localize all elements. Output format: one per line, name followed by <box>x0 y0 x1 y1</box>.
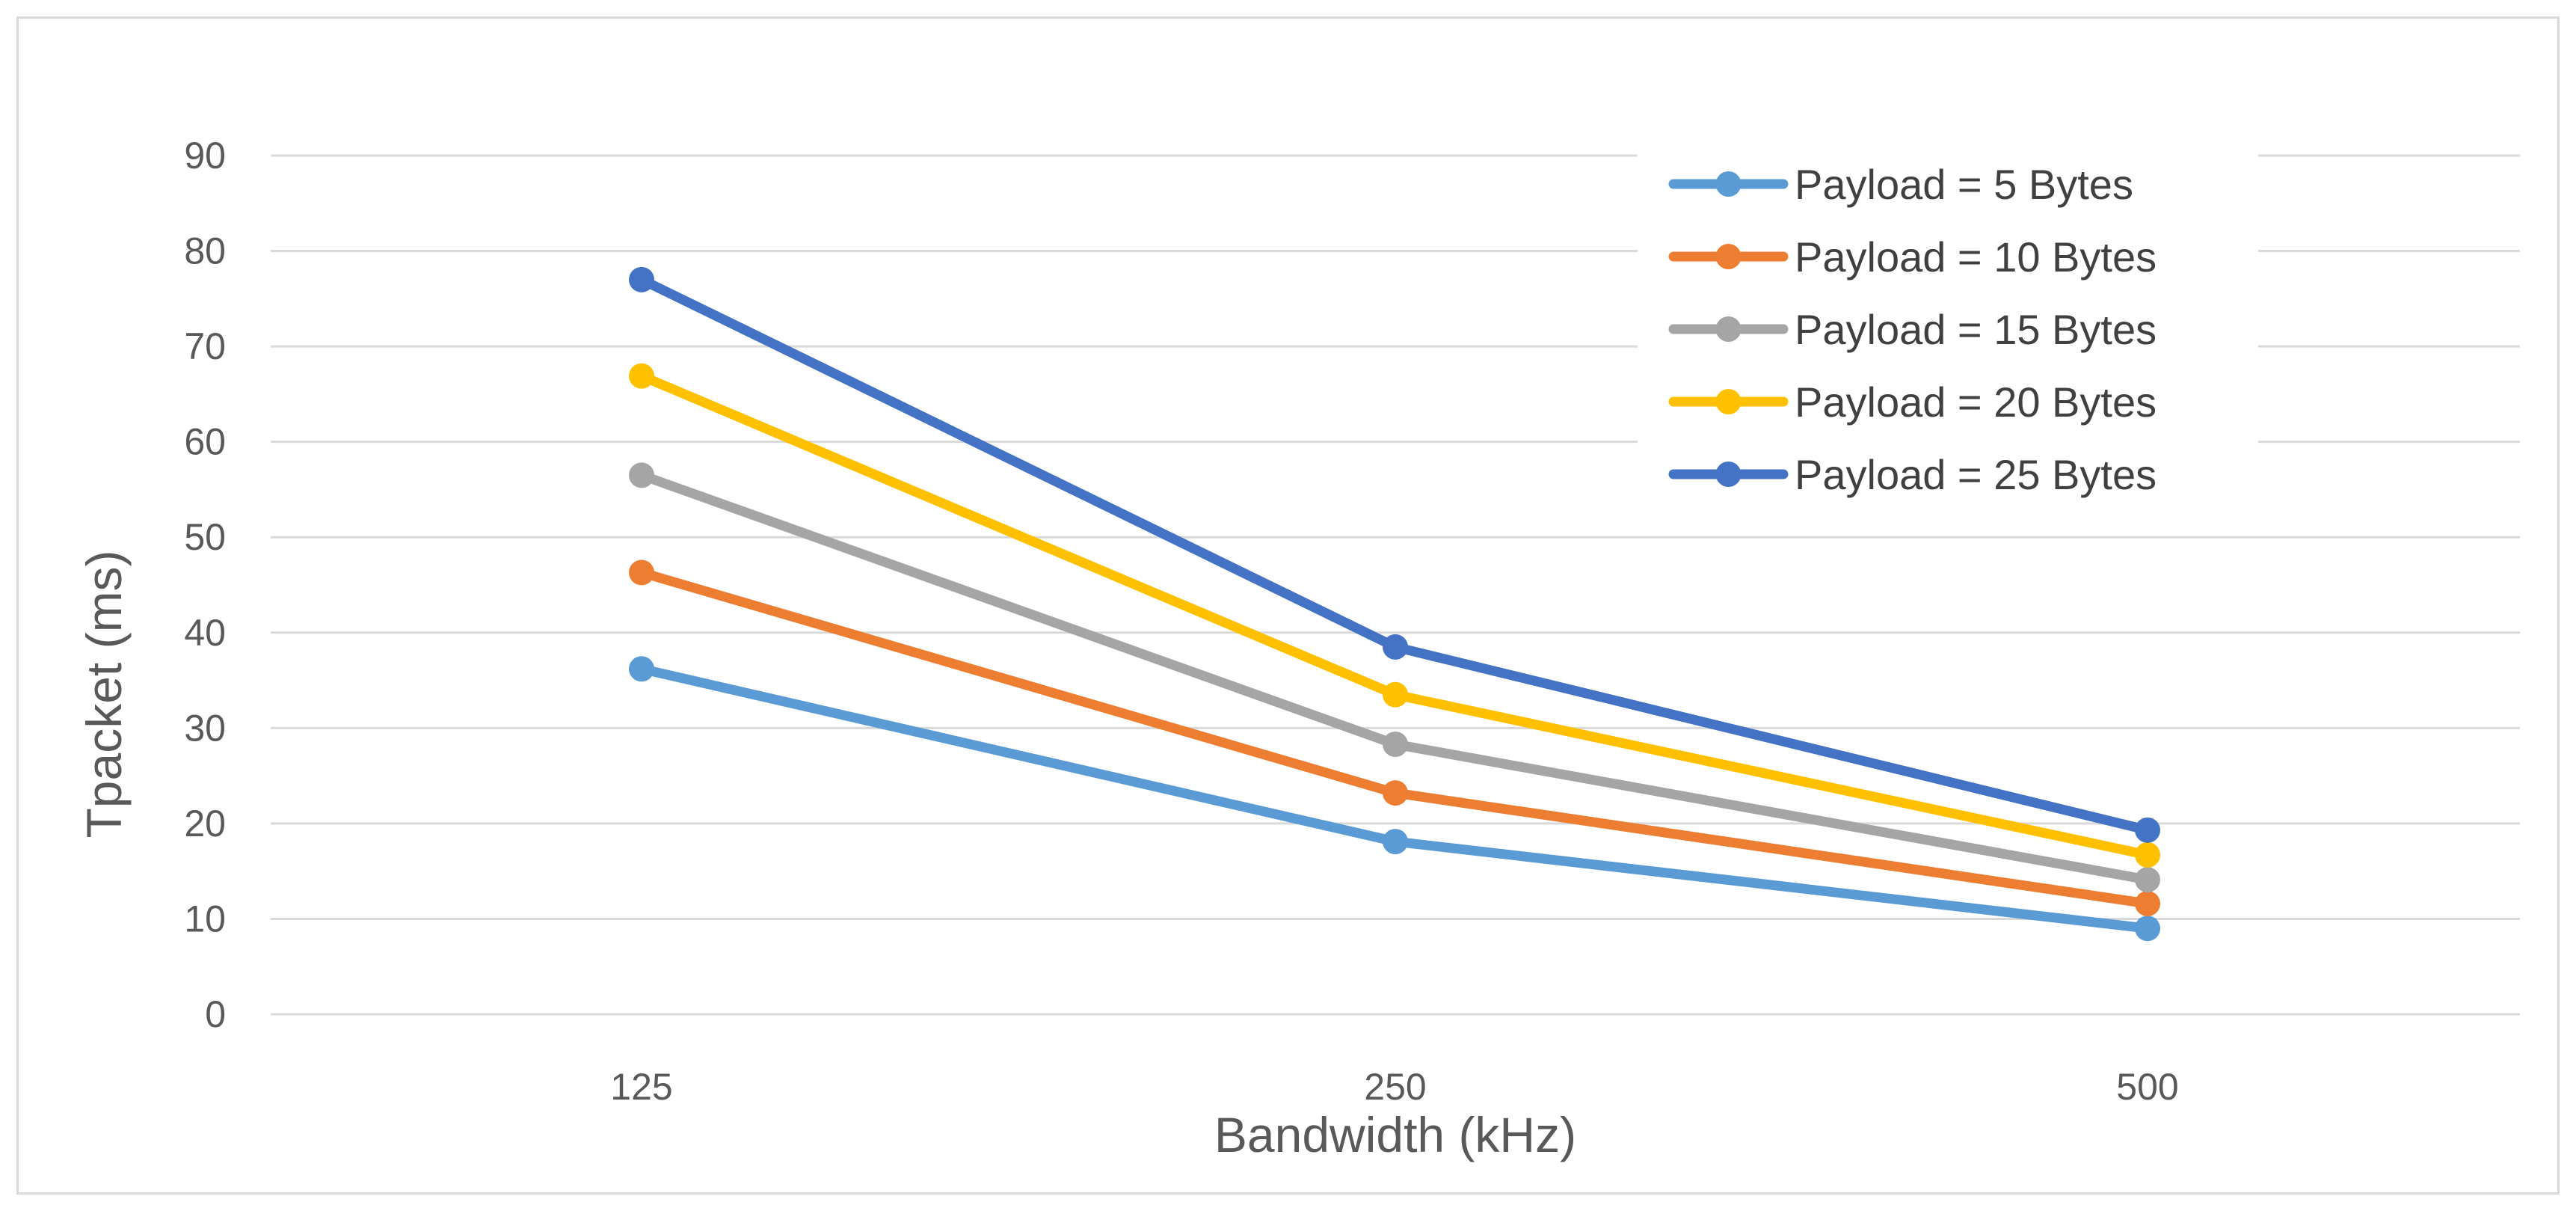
y-tick-label: 70 <box>184 325 226 367</box>
y-tick-label: 20 <box>184 803 226 844</box>
legend-swatch-marker <box>1715 389 1742 414</box>
legend-swatch-marker <box>1715 171 1742 197</box>
x-axis-ticks: 125 250 500 <box>610 1066 2178 1108</box>
data-point <box>629 363 654 389</box>
y-tick-label: 10 <box>184 898 226 939</box>
data-point <box>629 266 654 292</box>
data-point <box>2135 867 2160 893</box>
x-tick-label: 125 <box>610 1066 672 1108</box>
data-point <box>629 656 654 682</box>
legend-background <box>1638 135 2258 509</box>
y-tick-label: 40 <box>184 612 226 654</box>
legend-swatch-marker <box>1715 316 1742 342</box>
y-tick-label: 60 <box>184 421 226 463</box>
legend: Payload = 5 Bytes Payload = 10 Bytes Paylo… <box>1638 135 2258 509</box>
series-1 <box>629 656 2160 942</box>
legend-item: Payload = 25 Bytes <box>1668 451 2157 498</box>
series-4 <box>629 363 2160 868</box>
data-point <box>1383 732 1408 758</box>
x-axis-title: Bandwidth (kHz) <box>1214 1107 1576 1162</box>
data-point <box>629 462 654 488</box>
legend-swatch-marker <box>1715 244 1742 269</box>
data-point <box>1383 634 1408 660</box>
legend-label: Payload = 5 Bytes <box>1795 161 2133 208</box>
y-tick-label: 90 <box>184 135 226 177</box>
series-3 <box>629 462 2160 893</box>
data-point <box>1383 681 1408 708</box>
y-tick-label: 50 <box>184 516 226 558</box>
legend-swatch-marker <box>1715 462 1742 487</box>
series-line <box>636 470 2153 885</box>
data-point <box>1383 829 1408 855</box>
data-point <box>2135 817 2160 843</box>
x-tick-label: 500 <box>2116 1066 2178 1108</box>
series-5 <box>629 266 2160 843</box>
data-point <box>1383 780 1408 806</box>
series-lines <box>629 266 2160 942</box>
y-tick-label: 0 <box>205 993 226 1035</box>
data-point <box>2135 841 2160 868</box>
legend-item: Payload = 15 Bytes <box>1668 306 2157 353</box>
legend-item: Payload = 5 Bytes <box>1668 161 2133 208</box>
y-tick-label: 80 <box>184 230 226 272</box>
legend-label: Payload = 15 Bytes <box>1795 306 2157 353</box>
data-point <box>629 559 654 586</box>
data-point <box>2135 891 2160 917</box>
series-2 <box>629 559 2160 917</box>
data-point <box>2135 916 2160 942</box>
legend-label: Payload = 20 Bytes <box>1795 378 2157 426</box>
legend-label: Payload = 25 Bytes <box>1795 451 2157 498</box>
y-tick-label: 30 <box>184 707 226 749</box>
y-axis-title: Tpacket (ms) <box>76 550 132 838</box>
legend-item: Payload = 20 Bytes <box>1668 378 2157 426</box>
y-axis-ticks: 0 10 20 30 40 50 60 70 80 90 <box>184 135 226 1035</box>
x-tick-label: 250 <box>1364 1066 1426 1108</box>
legend-item: Payload = 10 Bytes <box>1668 233 2157 280</box>
legend-label: Payload = 10 Bytes <box>1795 233 2157 280</box>
